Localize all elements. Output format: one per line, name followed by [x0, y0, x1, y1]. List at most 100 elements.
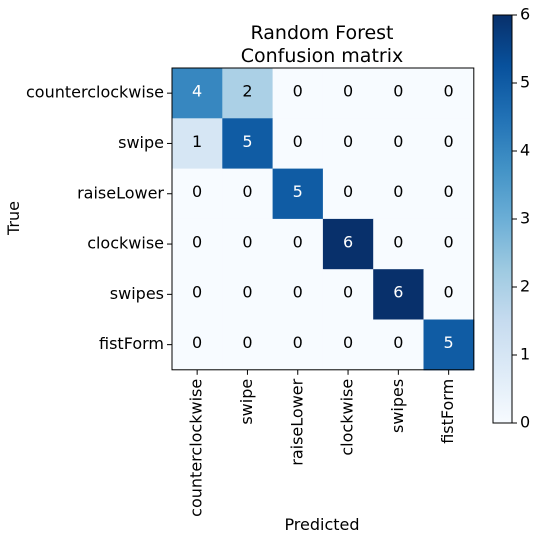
cell-value-label: 0 — [393, 333, 403, 352]
colorbar-ticks: 0 1 2 3 4 5 6 — [512, 5, 530, 432]
colorbar-tick-label: 5 — [520, 73, 530, 92]
cell-value-label: 0 — [293, 283, 303, 302]
cell-value-label: 5 — [242, 132, 252, 151]
heatmap-cell — [172, 118, 223, 170]
colorbar-tick-label: 3 — [520, 209, 530, 228]
x-tick-labels: counterclockwise swipe raiseLower clockwise… — [187, 369, 457, 517]
heatmap-cell — [423, 269, 475, 320]
y-tick-label: swipe — [118, 133, 164, 152]
heatmap-cell — [373, 218, 424, 270]
cell-value-label: 0 — [393, 82, 403, 101]
heatmap-cell — [423, 168, 475, 220]
heatmap-cell-labels: 4 2 0 0 0 0 1 5 0 0 0 0 0 0 5 0 0 0 0 0 0 6 0 0 0 0 0 0 6 0 0 0 0 0 0 5 — [192, 82, 454, 353]
cell-value-label: 0 — [293, 333, 303, 352]
y-tick-labels: counterclockwise swipe raiseLower clockwise… — [26, 83, 172, 353]
heatmap-cell — [423, 218, 475, 270]
colorbar-tick-label: 2 — [520, 277, 530, 296]
heatmap-cell — [272, 319, 324, 371]
heatmap-cell — [222, 168, 274, 220]
cell-value-label: 0 — [444, 232, 454, 251]
x-tick-label: raiseLower — [287, 378, 306, 465]
cell-value-label: 0 — [192, 283, 202, 302]
cell-value-label: 0 — [293, 132, 303, 151]
x-tick-label: swipes — [388, 379, 407, 433]
cell-value-label: 4 — [192, 82, 202, 101]
cell-value-label: 6 — [393, 283, 403, 302]
cell-value-label: 0 — [343, 283, 353, 302]
chart-title-line1: Random Forest — [250, 22, 393, 44]
y-tick-label: swipes — [110, 284, 164, 303]
cell-value-label: 1 — [192, 132, 202, 151]
cell-value-label: 5 — [444, 333, 454, 352]
cell-value-label: 0 — [343, 182, 353, 201]
cell-value-label: 0 — [444, 182, 454, 201]
cell-value-label: 0 — [444, 132, 454, 151]
heatmap-cell — [272, 68, 324, 119]
heatmap-cell — [272, 168, 324, 220]
y-axis-label: True — [4, 201, 23, 236]
heatmap-cell — [373, 269, 424, 320]
heatmap-cell — [322, 168, 374, 220]
cell-value-label: 0 — [192, 333, 202, 352]
cell-value-label: 0 — [242, 182, 252, 201]
y-tick-label: fistForm — [99, 334, 164, 353]
x-tick-label: swipe — [237, 379, 256, 425]
cell-value-label: 0 — [242, 333, 252, 352]
heatmap-cell — [322, 68, 374, 119]
heatmap-cell — [322, 118, 374, 170]
heatmap-cell — [222, 118, 274, 170]
cell-value-label: 6 — [343, 232, 353, 251]
heatmap-cell — [322, 319, 374, 371]
cell-value-label: 5 — [293, 182, 303, 201]
heatmap-cell — [272, 118, 324, 170]
x-axis-label: Predicted — [284, 515, 359, 534]
y-tick-label: counterclockwise — [26, 83, 164, 102]
cell-value-label: 0 — [192, 182, 202, 201]
heatmap-cell — [222, 68, 274, 119]
x-tick-label: clockwise — [338, 379, 357, 456]
heatmap-cell — [322, 218, 374, 270]
heatmap-cell — [423, 319, 475, 371]
colorbar-tick-label: 6 — [520, 5, 530, 24]
heatmap-cell — [222, 269, 274, 320]
colorbar-tick-label: 1 — [520, 345, 530, 364]
colorbar-tick-label: 0 — [520, 413, 530, 432]
cell-value-label: 0 — [393, 232, 403, 251]
cell-value-label: 0 — [192, 232, 202, 251]
colorbar-tick-label: 4 — [520, 141, 530, 160]
cell-value-label: 0 — [343, 82, 353, 101]
heatmap-cell — [172, 68, 223, 119]
cell-value-label: 0 — [393, 182, 403, 201]
heatmap-cell — [272, 269, 324, 320]
y-tick-label: clockwise — [87, 234, 164, 253]
cell-value-label: 2 — [242, 82, 252, 101]
cell-value-label: 0 — [242, 232, 252, 251]
cell-value-label: 0 — [393, 132, 403, 151]
chart-title-line2: Confusion matrix — [241, 45, 403, 67]
heatmap-cell — [423, 68, 475, 119]
heatmap-cell — [222, 319, 274, 371]
plot-frame — [171, 67, 475, 371]
heatmap-cell — [172, 218, 223, 270]
x-tick-label: fistForm — [438, 379, 457, 444]
heatmap-cell — [373, 168, 424, 220]
cell-value-label: 0 — [444, 283, 454, 302]
y-tick-label: raiseLower — [77, 183, 164, 202]
heatmap-cell — [423, 118, 475, 170]
heatmap-cell — [373, 319, 424, 371]
colorbar — [492, 14, 513, 424]
heatmap-cell — [222, 218, 274, 270]
cell-value-label: 0 — [242, 283, 252, 302]
heatmap-cell — [322, 269, 374, 320]
heatmap-cell — [172, 269, 223, 320]
x-tick-label: counterclockwise — [187, 379, 206, 517]
heatmap-cell — [373, 68, 424, 119]
cell-value-label: 0 — [444, 82, 454, 101]
cell-value-label: 0 — [343, 132, 353, 151]
heatmap-cell — [172, 319, 223, 371]
heatmap-cells — [172, 68, 475, 371]
heatmap-cell — [373, 118, 424, 170]
heatmap-cell — [172, 168, 223, 220]
cell-value-label: 0 — [293, 232, 303, 251]
